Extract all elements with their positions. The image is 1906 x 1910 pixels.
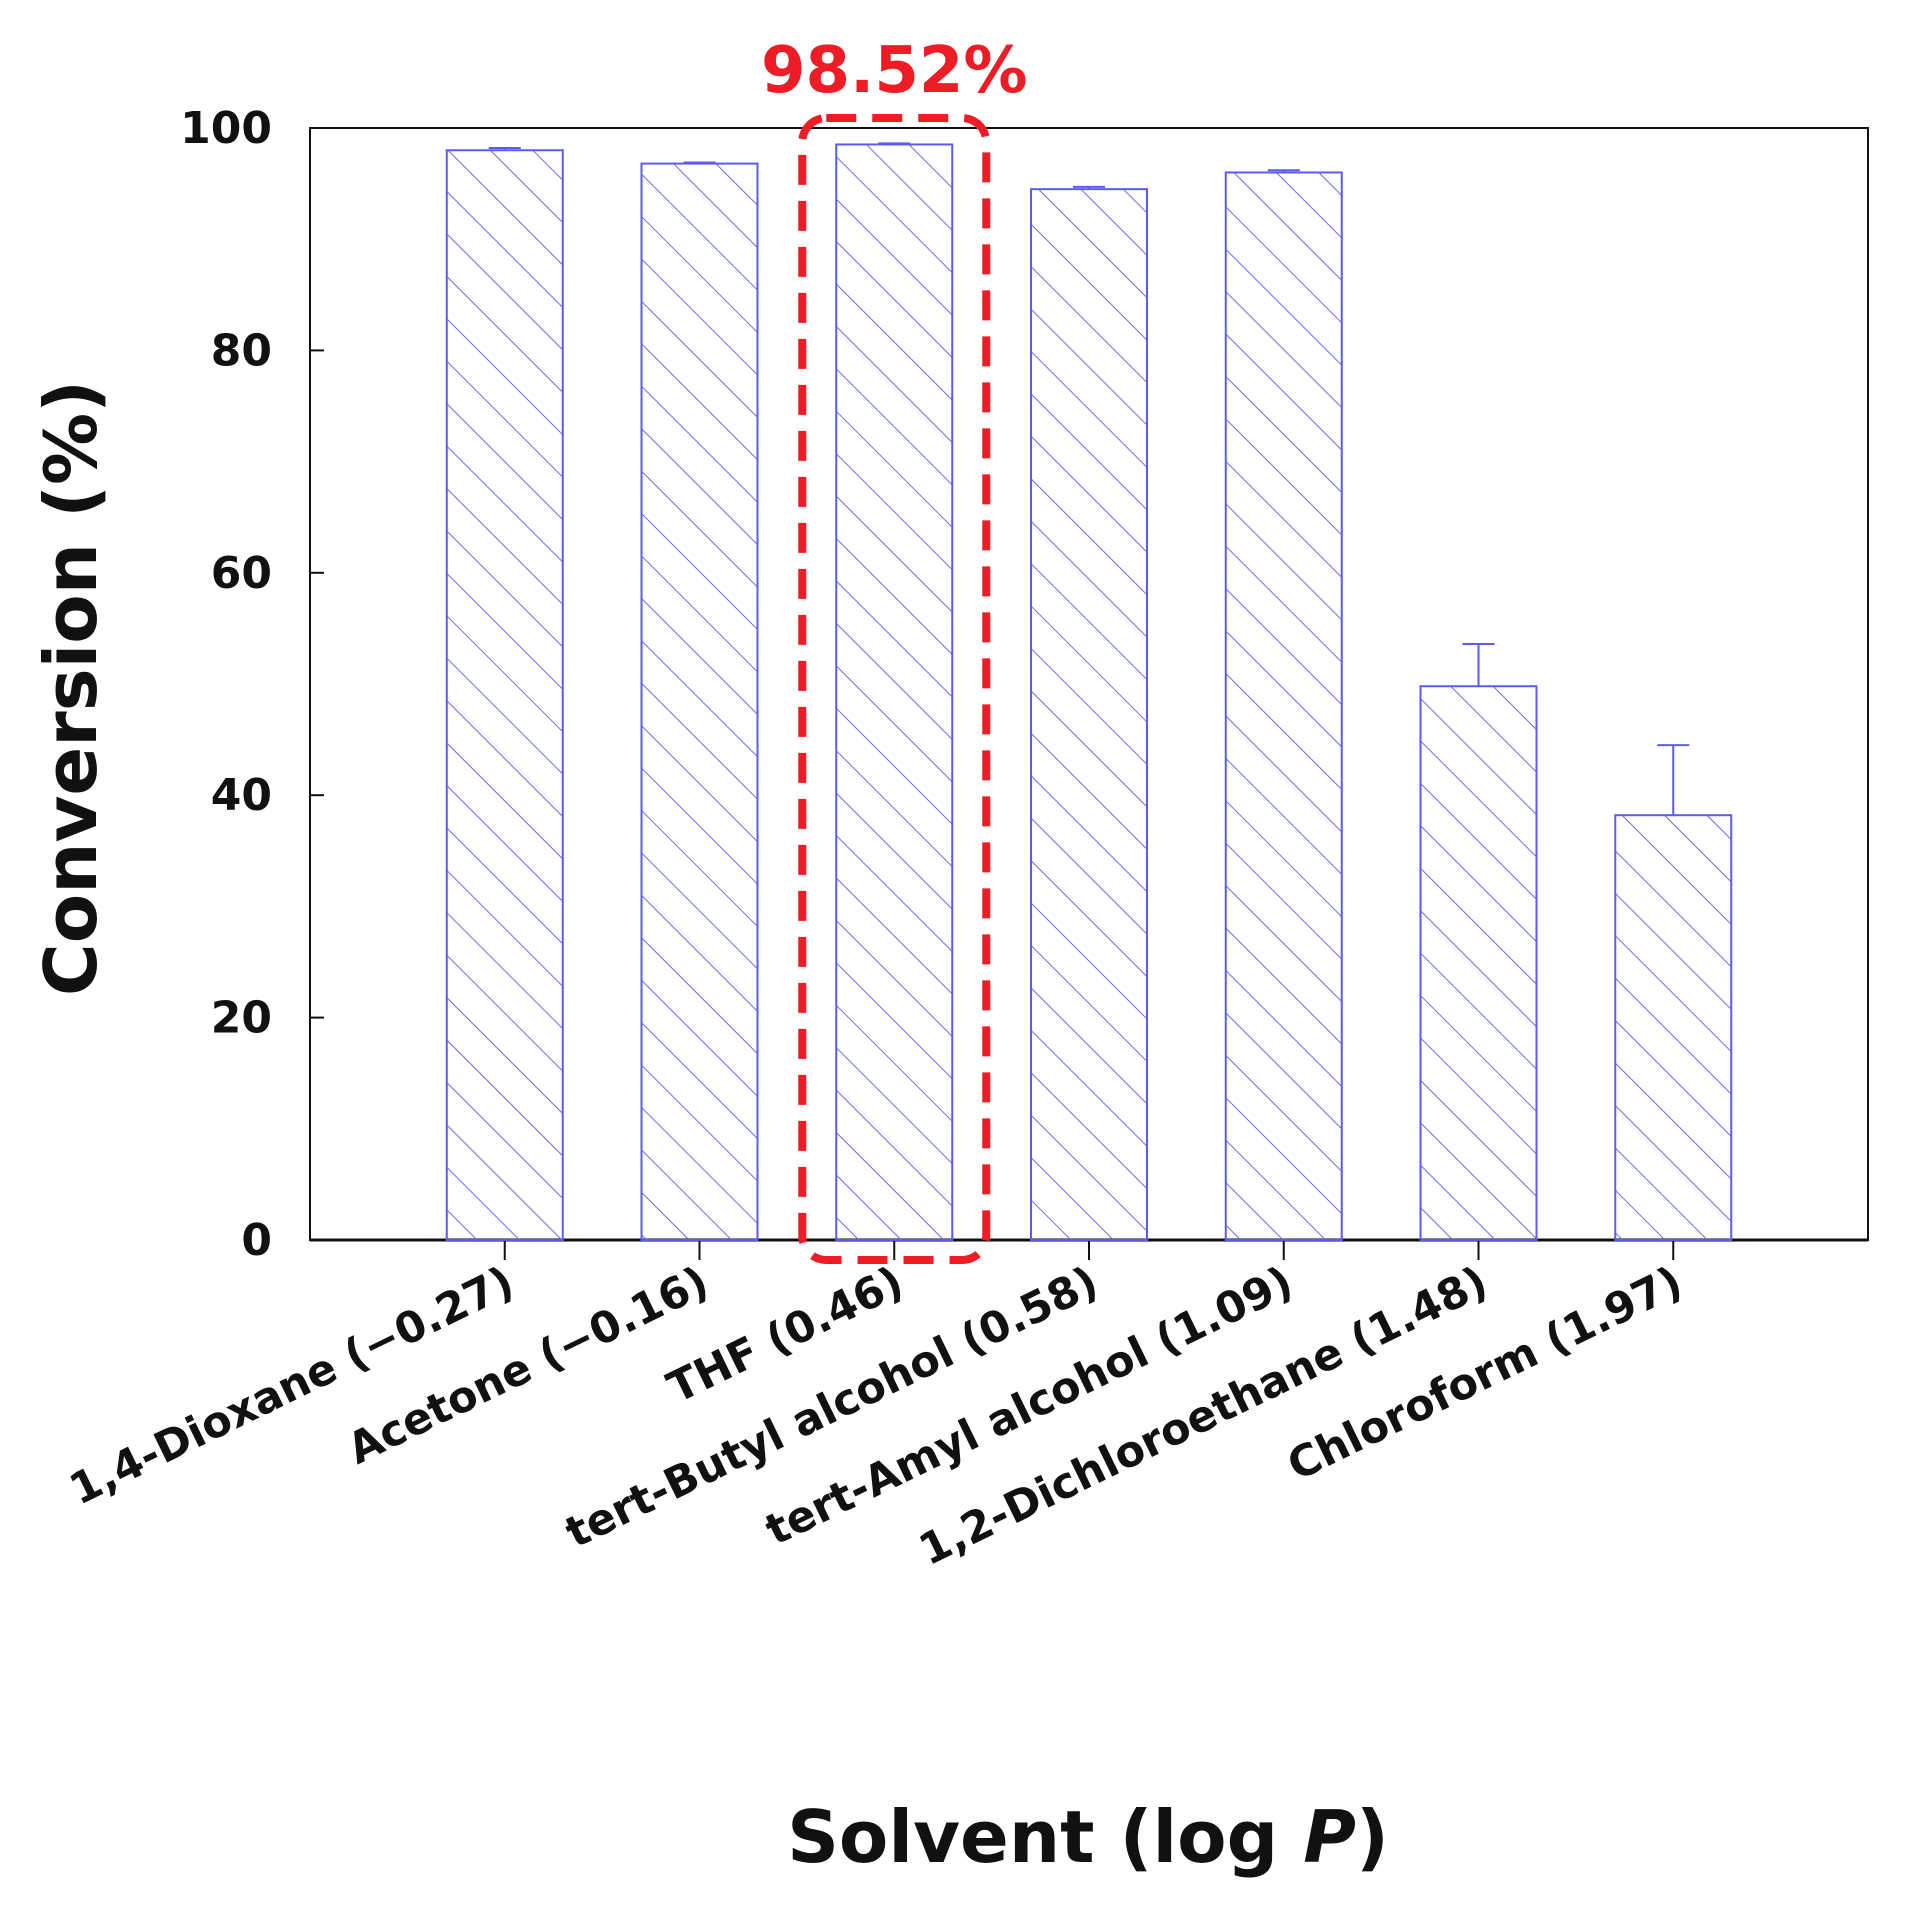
bar — [1614, 814, 1733, 1241]
error-bars — [488, 142, 1690, 816]
x-axis: 1,4-Dioxane (−0.27)Acetone (−0.16)THF (0… — [62, 1238, 1868, 1576]
x-axis-title-tail: ) — [1356, 1795, 1389, 1879]
x-axis-title-italic: P — [1303, 1795, 1356, 1879]
bar — [835, 143, 954, 1241]
y-tick-label: 0 — [241, 1215, 272, 1266]
y-axis-title: Conversion (%) — [29, 380, 113, 996]
y-tick-label: 40 — [211, 770, 272, 821]
highlight-label: 98.52% — [761, 34, 1028, 108]
bar — [1224, 171, 1343, 1242]
y-tick-label: 20 — [211, 993, 272, 1044]
x-axis-title-main: Solvent (log — [787, 1795, 1303, 1879]
bar — [1419, 685, 1538, 1241]
y-axis: 0 20 40 60 80 100 — [180, 103, 324, 1266]
bar — [640, 162, 759, 1242]
highlight-annotation: 98.52% — [761, 34, 1028, 1264]
y-tick-label: 60 — [211, 548, 272, 599]
bars — [445, 143, 1733, 1242]
x-category-label: Acetone (−0.16) — [340, 1257, 716, 1475]
highlight-box — [798, 114, 991, 1264]
y-tick-label: 100 — [180, 103, 272, 154]
bar — [445, 149, 564, 1242]
y-tick-label: 80 — [211, 325, 272, 376]
bar — [1030, 188, 1148, 1241]
x-axis-title: Solvent (log P) — [787, 1795, 1389, 1879]
